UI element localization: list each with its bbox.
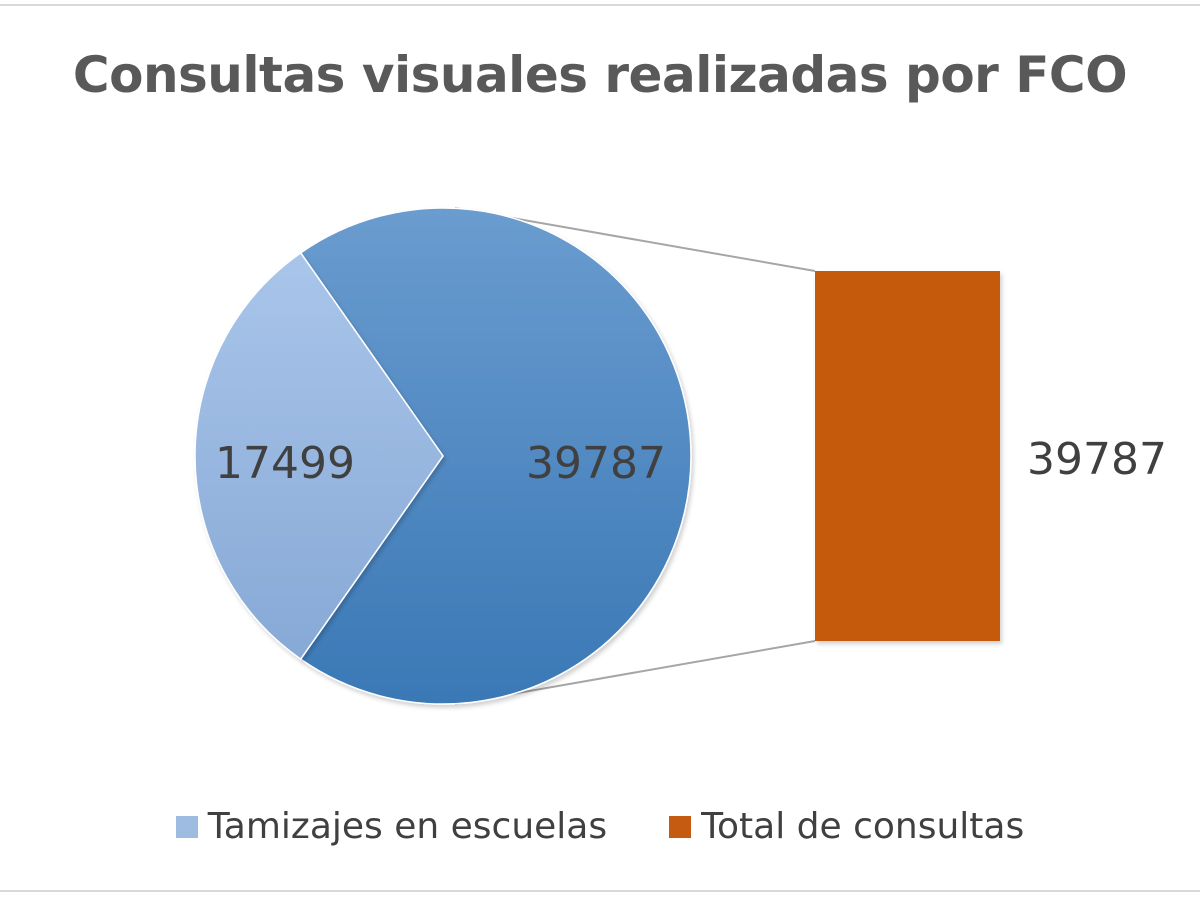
legend-item: Tamizajes en escuelas: [175, 806, 608, 847]
data-label-tamizajes: 17499: [215, 438, 355, 489]
chart-title: Consultas visuales realizadas por FCO: [72, 46, 1128, 104]
pie-slice-total: [299, 207, 692, 705]
legend-item: Total de consultas: [669, 806, 1024, 847]
legend-label: Tamizajes en escuelas: [207, 806, 608, 847]
bar-total-consultas: [815, 271, 1000, 641]
pie: [194, 207, 692, 705]
legend-swatch: [669, 815, 692, 838]
bar-stack: [815, 271, 1000, 641]
legend-swatch: [175, 815, 198, 838]
data-label-bar: 39787: [1027, 434, 1167, 485]
data-labels: 17499 39787 39787: [215, 434, 1167, 489]
legend-label: Total de consultas: [701, 806, 1025, 847]
data-label-total-pie: 39787: [526, 438, 666, 489]
pie-slice-tamizajes: [194, 251, 444, 661]
legend: Tamizajes en escuelas Total de consultas: [0, 806, 1200, 847]
chart-frame: [0, 4, 1200, 892]
